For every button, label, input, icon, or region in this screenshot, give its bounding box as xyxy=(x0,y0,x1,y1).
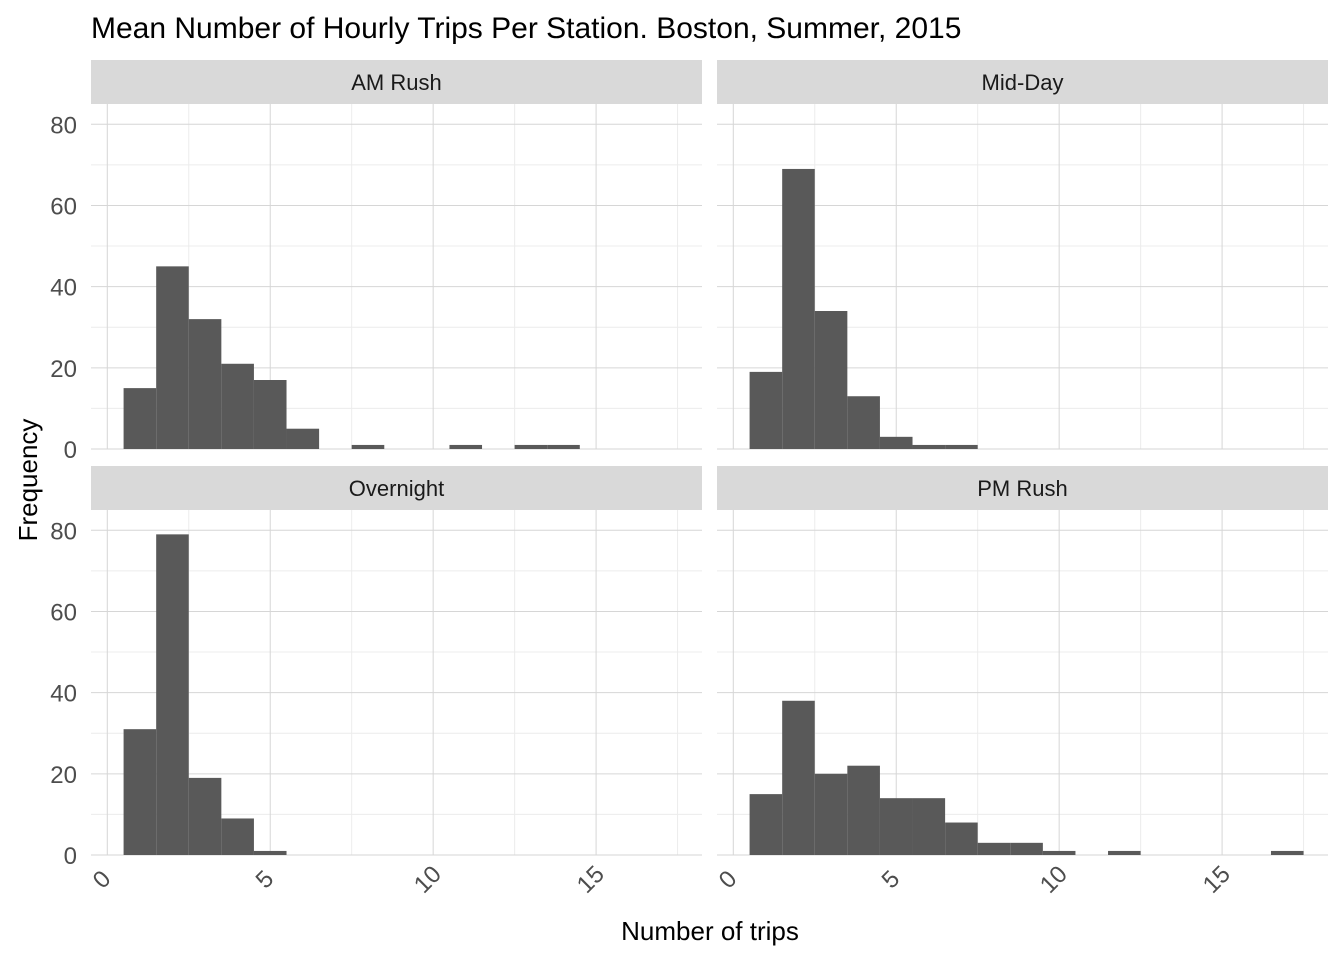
facet-strip-label: AM Rush xyxy=(351,70,441,95)
histogram-bar xyxy=(1270,850,1304,855)
x-axis-title: Number of trips xyxy=(621,916,799,946)
histogram-bar xyxy=(879,798,913,855)
histogram-bar xyxy=(449,444,483,449)
histogram-bar xyxy=(156,266,189,449)
y-tick-label: 80 xyxy=(50,518,77,545)
chart-title: Mean Number of Hourly Trips Per Station.… xyxy=(91,12,961,45)
histogram-bar xyxy=(188,777,222,855)
x-tick-label: 5 xyxy=(251,865,280,894)
histogram-bar xyxy=(1010,842,1043,855)
histogram-bar xyxy=(1108,850,1141,855)
x-tick-label: 5 xyxy=(877,865,906,894)
y-tick-label: 80 xyxy=(50,112,77,139)
histogram-bar xyxy=(977,842,1011,855)
histogram-bar xyxy=(945,444,978,449)
facet-strip xyxy=(91,60,702,104)
y-tick-label: 0 xyxy=(64,437,77,464)
y-tick-label: 0 xyxy=(64,843,77,870)
histogram-bar xyxy=(351,444,385,449)
histogram-bar xyxy=(188,319,222,449)
facet-strip xyxy=(91,466,702,510)
facet-panel: Overnight 0 20 40 60 80 0 5 10 15 xyxy=(50,466,702,899)
histogram-bar xyxy=(847,765,880,855)
y-tick-label: 20 xyxy=(50,356,77,383)
histogram-bar xyxy=(749,371,783,449)
histogram-bar xyxy=(123,388,157,449)
histogram-bar xyxy=(945,822,978,855)
histogram-bar xyxy=(814,311,848,449)
x-tick-label: 0 xyxy=(88,865,117,894)
facet-strip-label: PM Rush xyxy=(977,476,1067,501)
x-tick-label: 0 xyxy=(714,865,743,894)
histogram-bar xyxy=(847,396,880,449)
facet-panel: AM Rush 0 20 40 60 80 xyxy=(50,60,702,464)
histogram-bar xyxy=(912,444,946,449)
histogram-bar xyxy=(1042,850,1076,855)
y-tick-label: 40 xyxy=(50,275,77,302)
histogram-bar xyxy=(782,168,815,450)
facet-strip xyxy=(717,60,1328,104)
x-tick-label: 15 xyxy=(572,861,610,899)
facet-panel: PM Rush 0 5 10 15 xyxy=(714,466,1328,899)
y-tick-label: 20 xyxy=(50,762,77,789)
y-tick-label: 40 xyxy=(50,681,77,708)
histogram-bar xyxy=(253,850,287,855)
histogram-bar xyxy=(912,798,946,855)
histogram-bar xyxy=(253,380,287,449)
histogram-bar xyxy=(123,729,157,855)
histogram-bar xyxy=(814,773,848,855)
y-tick-label: 60 xyxy=(50,599,77,626)
facet-panel: Mid-Day xyxy=(717,60,1328,450)
facet-strip-label: Overnight xyxy=(349,476,444,501)
x-tick-label: 10 xyxy=(409,861,447,899)
histogram-bar xyxy=(547,444,580,449)
histogram-bar xyxy=(879,436,913,449)
facet-strip xyxy=(717,466,1328,510)
facet-strip-label: Mid-Day xyxy=(982,70,1064,95)
histogram-bar xyxy=(782,700,815,855)
histogram-bar xyxy=(221,818,254,855)
x-tick-label: 10 xyxy=(1035,861,1073,899)
x-tick-label: 15 xyxy=(1198,861,1236,899)
histogram-bar xyxy=(286,428,320,449)
histogram-bar xyxy=(221,363,254,449)
y-axis-title: Frequency xyxy=(13,419,43,542)
y-tick-label: 60 xyxy=(50,193,77,220)
facet-panels: AM Rush 0 20 40 60 80 Mid-Day Overnight 0 20 40 60 8… xyxy=(50,60,1328,899)
histogram-bar xyxy=(749,794,783,855)
histogram-bar xyxy=(156,534,189,855)
histogram-bar xyxy=(514,444,548,449)
